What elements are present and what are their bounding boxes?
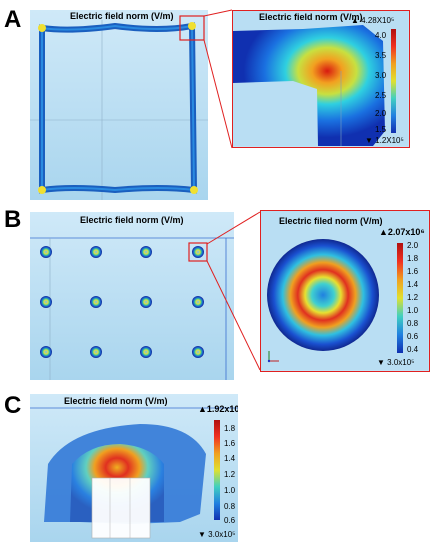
panel-b-tick: 1.4 — [407, 280, 419, 289]
electrode-dot — [90, 346, 102, 358]
panel-c-tick: 1.0 — [224, 486, 236, 495]
panel-a-right-title: Electric field norm (V/m) — [259, 12, 363, 22]
panel-c-tick: 0.6 — [224, 516, 236, 525]
axis-triad-icon — [267, 351, 279, 363]
panel-b-colorbar-min: ▼ 3.0x10⁵ — [377, 358, 415, 367]
panel-b-tick: 0.8 — [407, 319, 419, 328]
panel-c-letter: C — [4, 392, 22, 419]
panel-a-tick: 3.0 — [375, 71, 387, 80]
panel-c-tick: 1.4 — [224, 454, 236, 463]
panel-a-tick: 3.5 — [375, 51, 387, 60]
panel-c-colorbar — [214, 420, 220, 520]
panel-a-colorbar-min: ▼ 1.2X10⁵ — [365, 136, 404, 145]
panel-b-tick: 1.0 — [407, 306, 419, 315]
panel-a-overview-plot: Electric field norm (V/m) — [30, 10, 208, 200]
panel-b-left-title: Electric field norm (V/m) — [80, 215, 184, 225]
panel-b-letter: B — [4, 206, 22, 233]
electrode-grid — [40, 246, 204, 358]
panel-b-colorbar — [397, 243, 403, 353]
panel-c-colorbar-min: ▼ 3.0x10⁵ — [198, 530, 236, 539]
panel-c-plot: Electric field norm (V/m) ▲1.92x10⁶ ▼ 3.… — [30, 394, 238, 542]
panel-a-tick: 4.0 — [375, 31, 387, 40]
panel-b-right-title: Electric filed norm (V/m) — [279, 216, 383, 226]
panel-a-colorbar-max: ▲ 4.28X10⁵ — [351, 16, 395, 25]
panel-a-letter: A — [4, 6, 22, 33]
panel-b-tick: 1.2 — [407, 293, 419, 302]
panel-b-tick: 1.6 — [407, 267, 419, 276]
electrode-dot — [140, 246, 152, 258]
panel-a-tick: 1.5 — [375, 125, 387, 134]
panel-b-tick: 0.6 — [407, 332, 419, 341]
electrode-dot — [90, 246, 102, 258]
panel-b-colorbar-max: ▲2.07x10⁶ — [379, 227, 425, 237]
panel-b-tick: 2.0 — [407, 241, 419, 250]
electrode-dot — [40, 246, 52, 258]
electrode-dot — [140, 346, 152, 358]
panel-c-colorbar-max: ▲1.92x10⁶ — [198, 404, 238, 414]
panel-c-tick: 0.8 — [224, 502, 236, 511]
panel-a-tick: 2.5 — [375, 91, 387, 100]
panel-b-tick: 1.8 — [407, 254, 419, 263]
panel-b-zoom-plot: Electric filed norm (V/m) ▲2.07x10⁶ ▼ 3.… — [260, 210, 430, 372]
panel-b-tick: 0.4 — [407, 345, 419, 354]
electrode-dot — [140, 296, 152, 308]
panel-a-left-title: Electric field norm (V/m) — [70, 11, 174, 21]
electrode-dot — [192, 346, 204, 358]
electrode-dot — [40, 296, 52, 308]
panel-b-overview-plot: Electric field norm (V/m) — [30, 212, 234, 380]
electrode-dot — [40, 346, 52, 358]
electrode-dot — [192, 246, 204, 258]
panel-c-title: Electric field norm (V/m) — [64, 396, 168, 406]
electrode-dot — [192, 296, 204, 308]
panel-c-tick: 1.2 — [224, 470, 236, 479]
panel-a-colorbar — [391, 29, 396, 133]
panel-a-zoom-plot: Electric field norm (V/m) ▲ 4.28X10⁵ ▼ 1… — [232, 10, 410, 148]
panel-c-tick: 1.6 — [224, 439, 236, 448]
panel-a-tick: 2.0 — [375, 109, 387, 118]
panel-c-tick: 1.8 — [224, 424, 236, 433]
electrode-dot — [90, 296, 102, 308]
